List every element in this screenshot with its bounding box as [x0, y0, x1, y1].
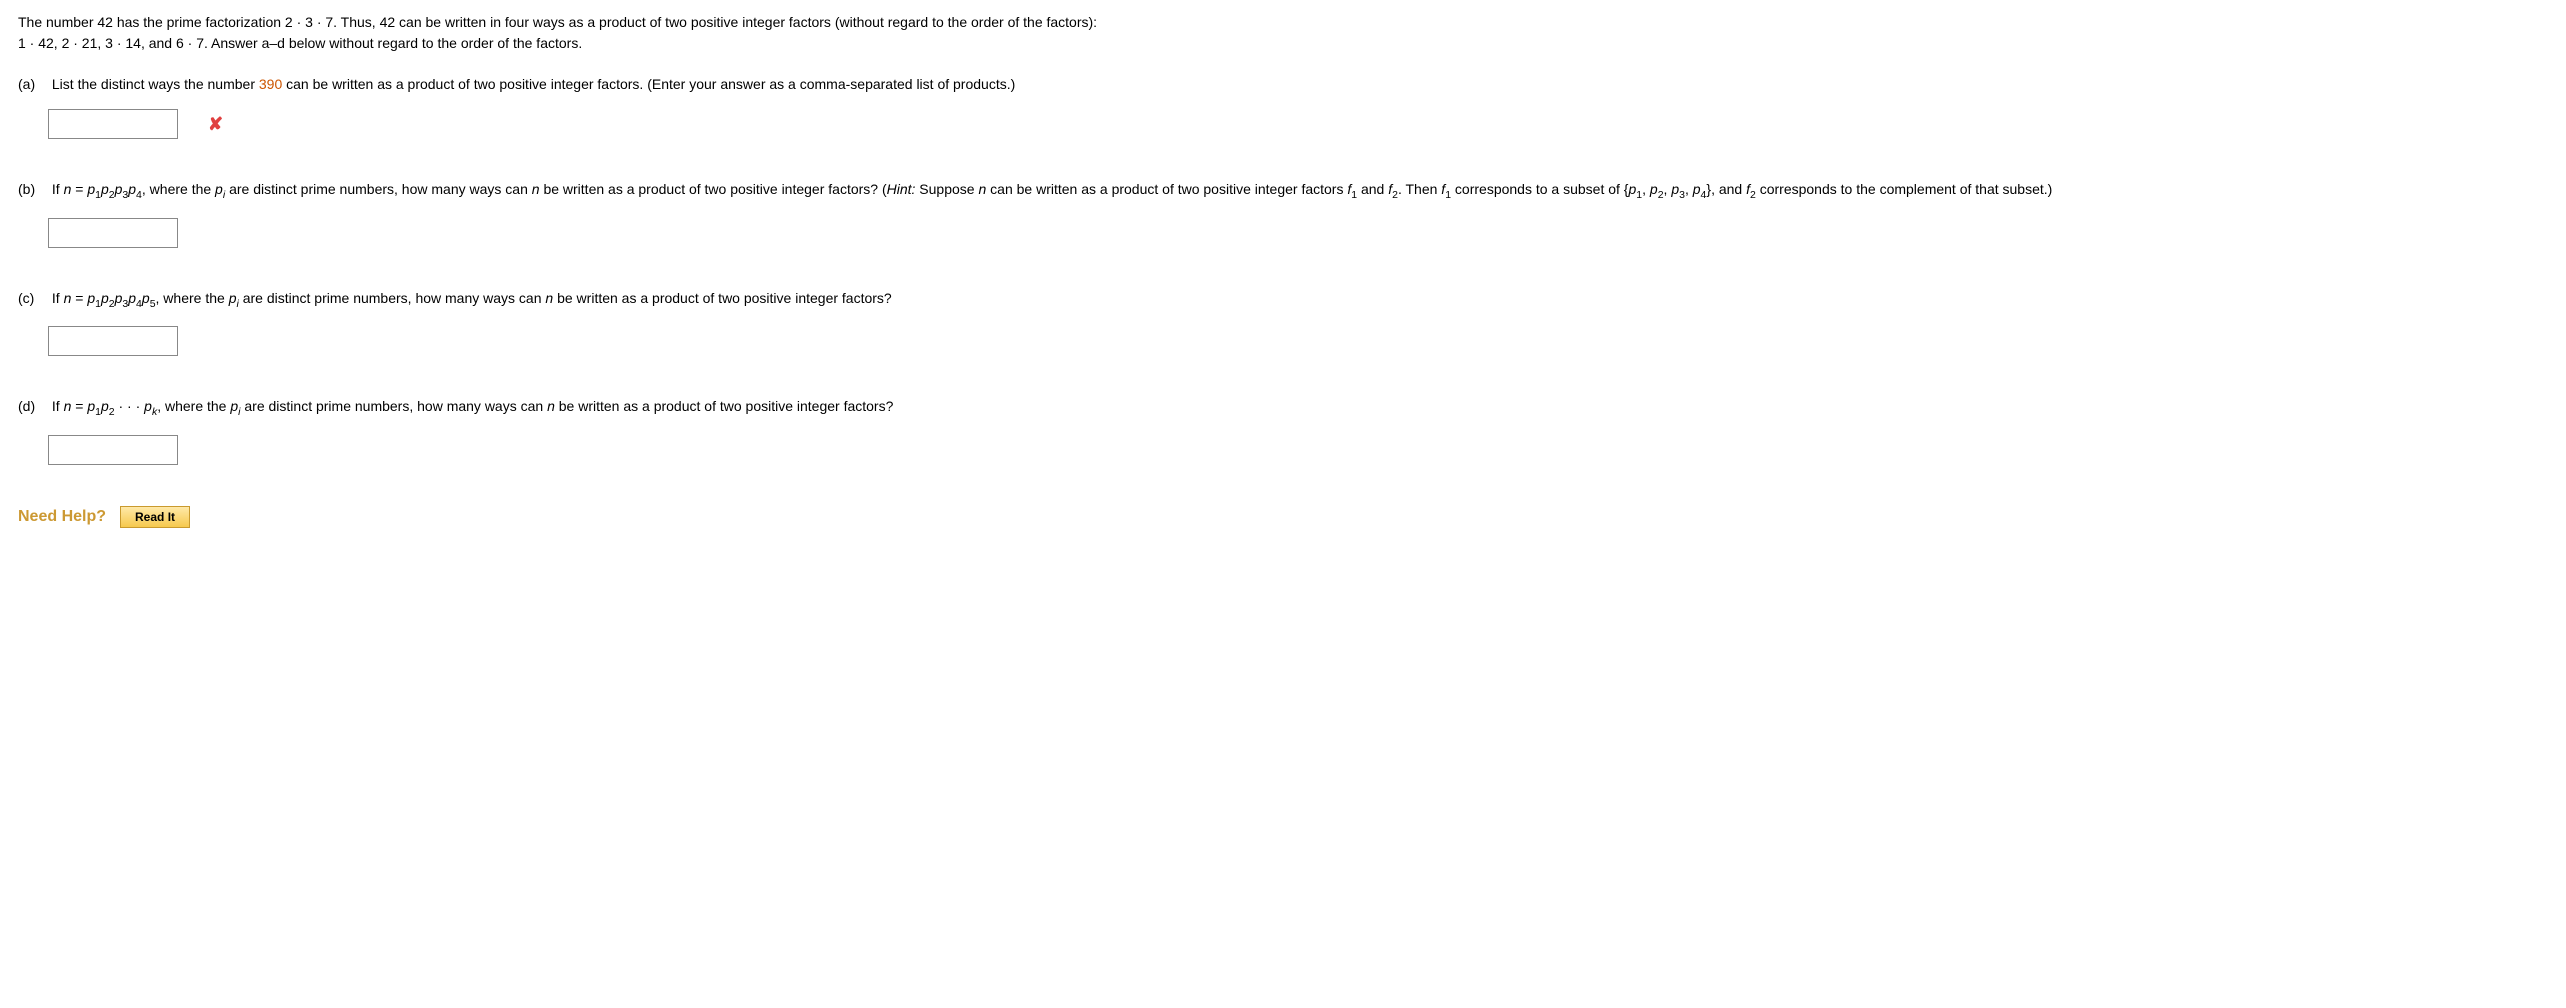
wrong-icon: ✘	[208, 111, 223, 138]
part-b-answer-row	[48, 218, 2548, 248]
part-a: (a) List the distinct ways the number 39…	[18, 74, 2548, 139]
part-a-highlight: 390	[259, 76, 282, 92]
part-a-answer-row: ✘	[48, 109, 2548, 139]
part-c-input[interactable]	[48, 326, 178, 356]
part-c: (c) If n = p1p2p3p4p5, where the pi are …	[18, 288, 2548, 357]
part-d-input[interactable]	[48, 435, 178, 465]
part-d-answer-row	[48, 435, 2548, 465]
part-a-label: (a)	[18, 74, 48, 95]
part-a-body: List the distinct ways the number 390 ca…	[52, 74, 2542, 95]
part-d: (d) If n = p1p2 · · · pk, where the pi a…	[18, 396, 2548, 465]
read-it-button[interactable]: Read It	[120, 506, 190, 528]
intro-line1: The number 42 has the prime factorizatio…	[18, 12, 2548, 33]
part-c-body: If n = p1p2p3p4p5, where the pi are dist…	[52, 288, 2542, 313]
part-a-text-post: can be written as a product of two posit…	[282, 76, 1015, 92]
need-help-label: Need Help?	[18, 505, 106, 529]
part-b-body: If n = p1p2p3p4, where the pi are distin…	[52, 179, 2542, 204]
part-b-input[interactable]	[48, 218, 178, 248]
part-a-input[interactable]	[48, 109, 178, 139]
part-d-body: If n = p1p2 · · · pk, where the pi are d…	[52, 396, 2542, 421]
part-a-text-pre: List the distinct ways the number	[52, 76, 259, 92]
part-d-label: (d)	[18, 396, 48, 417]
part-c-answer-row	[48, 326, 2548, 356]
intro-line2: 1 · 42, 2 · 21, 3 · 14, and 6 · 7. Answe…	[18, 33, 2548, 54]
intro-text: The number 42 has the prime factorizatio…	[18, 12, 2548, 54]
part-c-label: (c)	[18, 288, 48, 309]
part-b-label: (b)	[18, 179, 48, 200]
part-b: (b) If n = p1p2p3p4, where the pi are di…	[18, 179, 2548, 248]
help-row: Need Help? Read It	[18, 505, 2548, 529]
